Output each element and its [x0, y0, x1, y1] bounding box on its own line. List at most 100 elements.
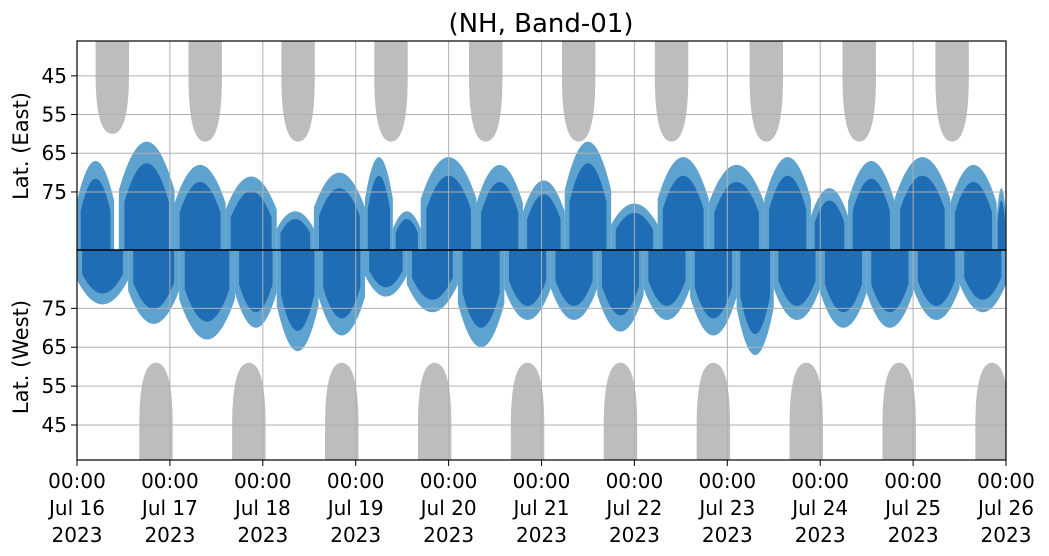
coverage-region-strong — [997, 200, 1006, 250]
no-data-region — [510, 362, 545, 460]
coverage-region-strong — [694, 250, 732, 319]
coverage-region-strong — [778, 250, 816, 306]
x-tick-label: 00:00 — [48, 469, 106, 493]
no-data-region — [325, 362, 359, 460]
no-data-region — [749, 41, 784, 142]
coverage-region-strong — [648, 250, 686, 306]
coverage-region-strong — [323, 250, 361, 319]
coverage-region-strong — [601, 250, 640, 316]
coverage-region-strong — [852, 178, 890, 250]
tick-labels: 45 55 65 75 75 65 55 45 00:00 Jul 16 2023 00:00 Jul … — [42, 64, 1035, 547]
no-data-region — [95, 41, 130, 134]
coverage-region-strong — [871, 250, 909, 313]
x-tick-label: 00:00 — [420, 469, 478, 493]
coverage-region-strong — [184, 250, 230, 322]
y-tick-label-west: 65 — [42, 335, 67, 359]
x-tick-label: 00:00 — [698, 469, 756, 493]
no-data-region — [882, 362, 916, 460]
coverage-region-strong — [369, 250, 403, 288]
coverage-region-strong — [82, 250, 123, 294]
coverage-region-strong — [179, 181, 221, 250]
x-tick-label: 2023 — [888, 523, 939, 547]
y-tick-label-east: 65 — [42, 141, 67, 165]
no-data-region — [696, 362, 731, 460]
coverage-region-strong — [769, 175, 807, 250]
coverage-region-strong — [230, 191, 272, 250]
y-tick-label-west: 45 — [42, 413, 67, 437]
y-tick-label-east: 75 — [42, 180, 67, 204]
no-data-region — [469, 41, 503, 142]
no-data-region — [603, 362, 638, 460]
coverage-region-strong — [80, 178, 111, 250]
x-tick-label: Jul 23 — [697, 496, 755, 520]
coverage-region-strong — [814, 200, 845, 250]
coverage-region-strong — [954, 181, 993, 250]
x-tick-label: Jul 17 — [140, 496, 198, 520]
x-tick-label: 2023 — [702, 523, 753, 547]
plot-content — [77, 41, 1006, 460]
coverage-region-strong — [824, 250, 863, 313]
y-tick-label-east: 45 — [42, 64, 67, 88]
x-tick-label: 00:00 — [791, 469, 849, 493]
coverage-region-strong — [411, 250, 453, 300]
x-tick-label: 2023 — [516, 523, 567, 547]
x-tick-label: Jul 18 — [233, 496, 291, 520]
x-tick-label: Jul 25 — [883, 496, 941, 520]
x-tick-label: 2023 — [52, 523, 103, 547]
x-tick-label: 2023 — [330, 523, 381, 547]
no-data-region — [935, 41, 969, 142]
y-tick-label-west: 75 — [42, 296, 67, 320]
coverage-region-strong — [740, 250, 771, 334]
y-tick-label-west: 55 — [42, 374, 67, 398]
plot-area — [76, 40, 1007, 461]
coverage-region-strong — [133, 250, 175, 310]
x-tick-label: 00:00 — [884, 469, 942, 493]
x-tick-label: 00:00 — [141, 469, 199, 493]
coverage-region-strong — [124, 163, 169, 250]
x-tick-label: 2023 — [423, 523, 474, 547]
no-data-region — [789, 362, 823, 460]
x-tick-label: Jul 22 — [604, 496, 662, 520]
x-tick-label: 00:00 — [327, 469, 385, 493]
coverage-region-strong — [280, 250, 315, 331]
x-tick-label: Jul 16 — [47, 496, 105, 520]
x-tick-label: Jul 20 — [419, 496, 477, 520]
x-tick-label: Jul 24 — [790, 496, 848, 520]
x-tick-label: 00:00 — [606, 469, 664, 493]
y-axis-label-east: Lat. (East) — [9, 92, 33, 200]
x-tick-label: 00:00 — [977, 469, 1035, 493]
x-tick-label: 00:00 — [513, 469, 571, 493]
coverage-region-strong — [395, 219, 418, 250]
no-data-region — [417, 362, 452, 460]
coverage-region-strong — [569, 163, 607, 250]
chart-title: (NH, Band-01) — [448, 9, 633, 39]
x-tick-label: 2023 — [237, 523, 288, 547]
no-data-region — [374, 41, 408, 142]
no-data-region — [281, 41, 315, 142]
x-tick-label: Jul 26 — [976, 496, 1034, 520]
coverage-region-strong — [280, 219, 311, 250]
y-axis-label-west: Lat. (West) — [9, 300, 33, 414]
coverage-region-strong — [555, 250, 593, 306]
x-tick-label: 2023 — [981, 523, 1032, 547]
x-tick-label: 2023 — [795, 523, 846, 547]
y-tick-label-east: 55 — [42, 103, 67, 127]
coverage-region-strong — [714, 181, 759, 250]
no-data-region — [188, 41, 222, 142]
coverage-region-strong — [662, 175, 704, 250]
no-data-region — [232, 362, 266, 460]
coverage-region-strong — [367, 175, 391, 250]
coverage-region-strong — [481, 181, 519, 250]
no-data-region — [654, 41, 689, 142]
no-data-region — [975, 362, 1006, 460]
coverage-region-strong — [239, 250, 273, 313]
x-tick-label: Jul 19 — [326, 496, 384, 520]
coverage-region-strong — [917, 250, 955, 306]
no-data-region — [561, 41, 596, 142]
x-tick-label: Jul 21 — [512, 496, 570, 520]
coverage-region-strong — [508, 250, 547, 306]
coverage-region-strong — [527, 194, 561, 250]
no-data-region — [842, 41, 876, 142]
